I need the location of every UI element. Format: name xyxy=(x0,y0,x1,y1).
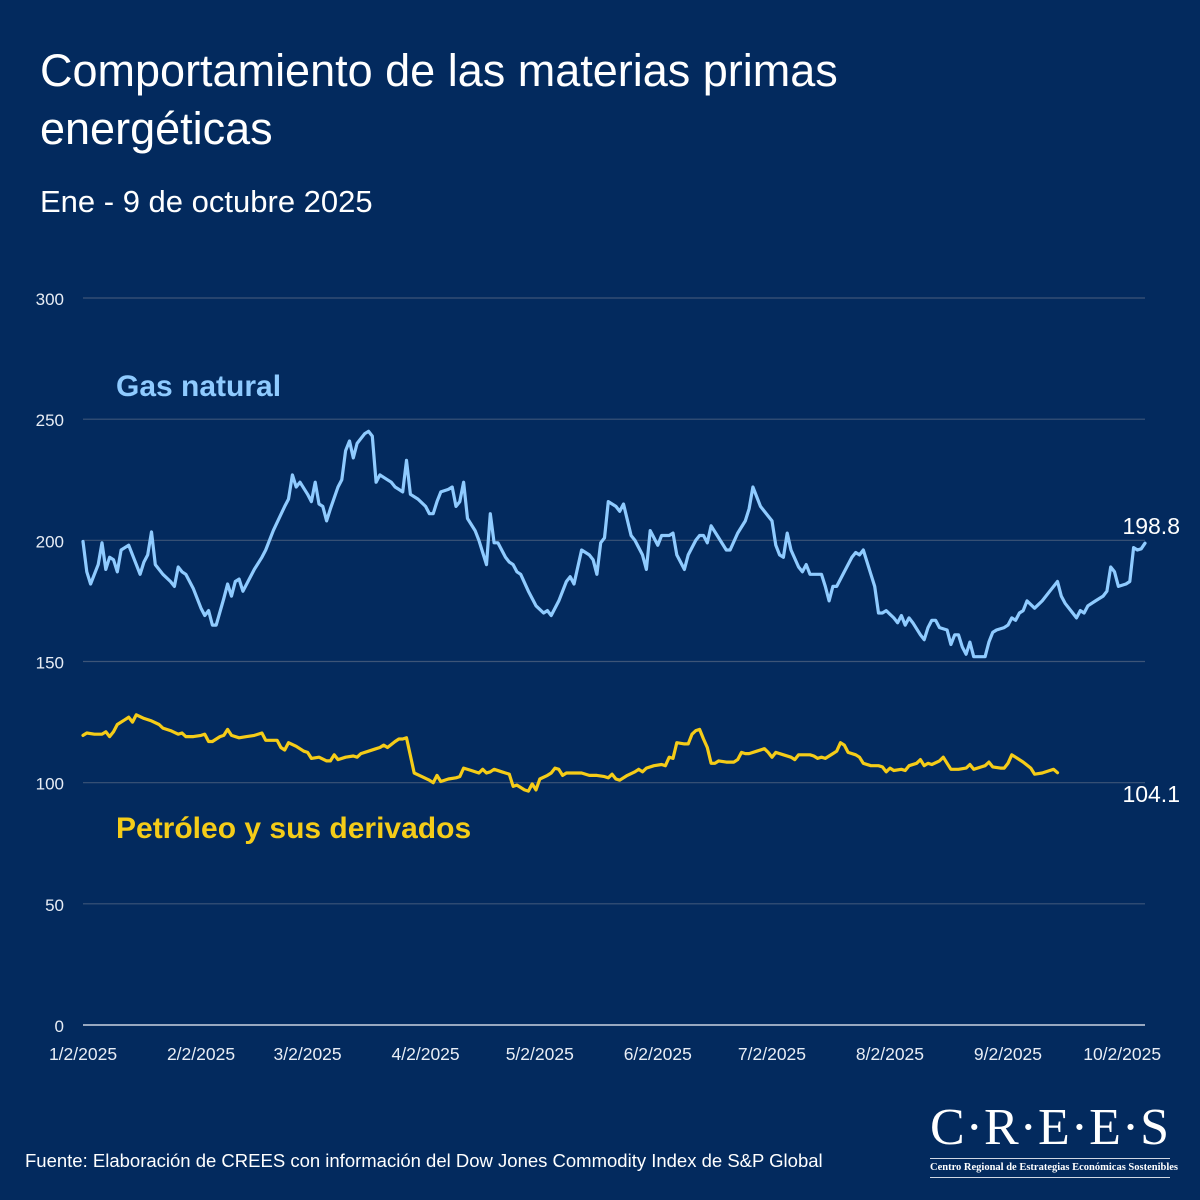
logo-rule-top xyxy=(930,1158,1170,1159)
x-tick-label: 2/2/2025 xyxy=(167,1044,235,1064)
y-tick-label: 0 xyxy=(55,1017,64,1036)
end-label-oil: 104.1 xyxy=(1122,781,1180,807)
x-tick-label: 5/2/2025 xyxy=(506,1044,574,1064)
logo-tagline: Centro Regional de Estrategias Económica… xyxy=(930,1162,1179,1173)
y-tick-label: 200 xyxy=(36,532,64,551)
series-lines xyxy=(81,429,1147,793)
source-note: Fuente: Elaboración de CREES con informa… xyxy=(25,1150,823,1171)
gridlines xyxy=(83,297,1145,1026)
y-tick-label: 300 xyxy=(36,290,64,309)
chart-subtitle: Ene - 9 de octubre 2025 xyxy=(40,184,373,219)
chart-title: Comportamiento de las materias primas en… xyxy=(40,45,838,154)
series-line-oil xyxy=(81,713,1060,793)
x-tick-label: 8/2/2025 xyxy=(856,1044,924,1064)
legend-label-gas: Gas natural xyxy=(116,370,281,403)
end-label-gas: 198.8 xyxy=(1122,513,1180,539)
x-tick-label: 7/2/2025 xyxy=(738,1044,806,1064)
series-line-gas xyxy=(81,429,1147,659)
y-axis-ticks: 0 50 100 150 200 250 300 xyxy=(36,290,64,1036)
x-tick-label: 3/2/2025 xyxy=(274,1044,342,1064)
x-tick-label: 4/2/2025 xyxy=(392,1044,460,1064)
logo-rule-bottom xyxy=(930,1177,1170,1178)
x-tick-label: 10/2/2025 xyxy=(1083,1044,1161,1064)
y-tick-label: 100 xyxy=(36,775,64,794)
crees-logo: C·R·E·E·S Centro Regional de Estrategias… xyxy=(930,1099,1179,1178)
legend-label-oil: Petróleo y sus derivados xyxy=(116,812,471,845)
logo-wordmark: C·R·E·E·S xyxy=(930,1099,1171,1156)
y-tick-label: 150 xyxy=(36,654,64,673)
y-tick-label: 50 xyxy=(45,896,64,915)
x-tick-label: 6/2/2025 xyxy=(624,1044,692,1064)
x-axis-ticks: 1/2/2025 2/2/2025 3/2/2025 4/2/2025 5/2/2025… xyxy=(49,1044,1161,1064)
x-tick-label: 1/2/2025 xyxy=(49,1044,117,1064)
y-tick-label: 250 xyxy=(36,411,64,430)
x-tick-label: 9/2/2025 xyxy=(974,1044,1042,1064)
